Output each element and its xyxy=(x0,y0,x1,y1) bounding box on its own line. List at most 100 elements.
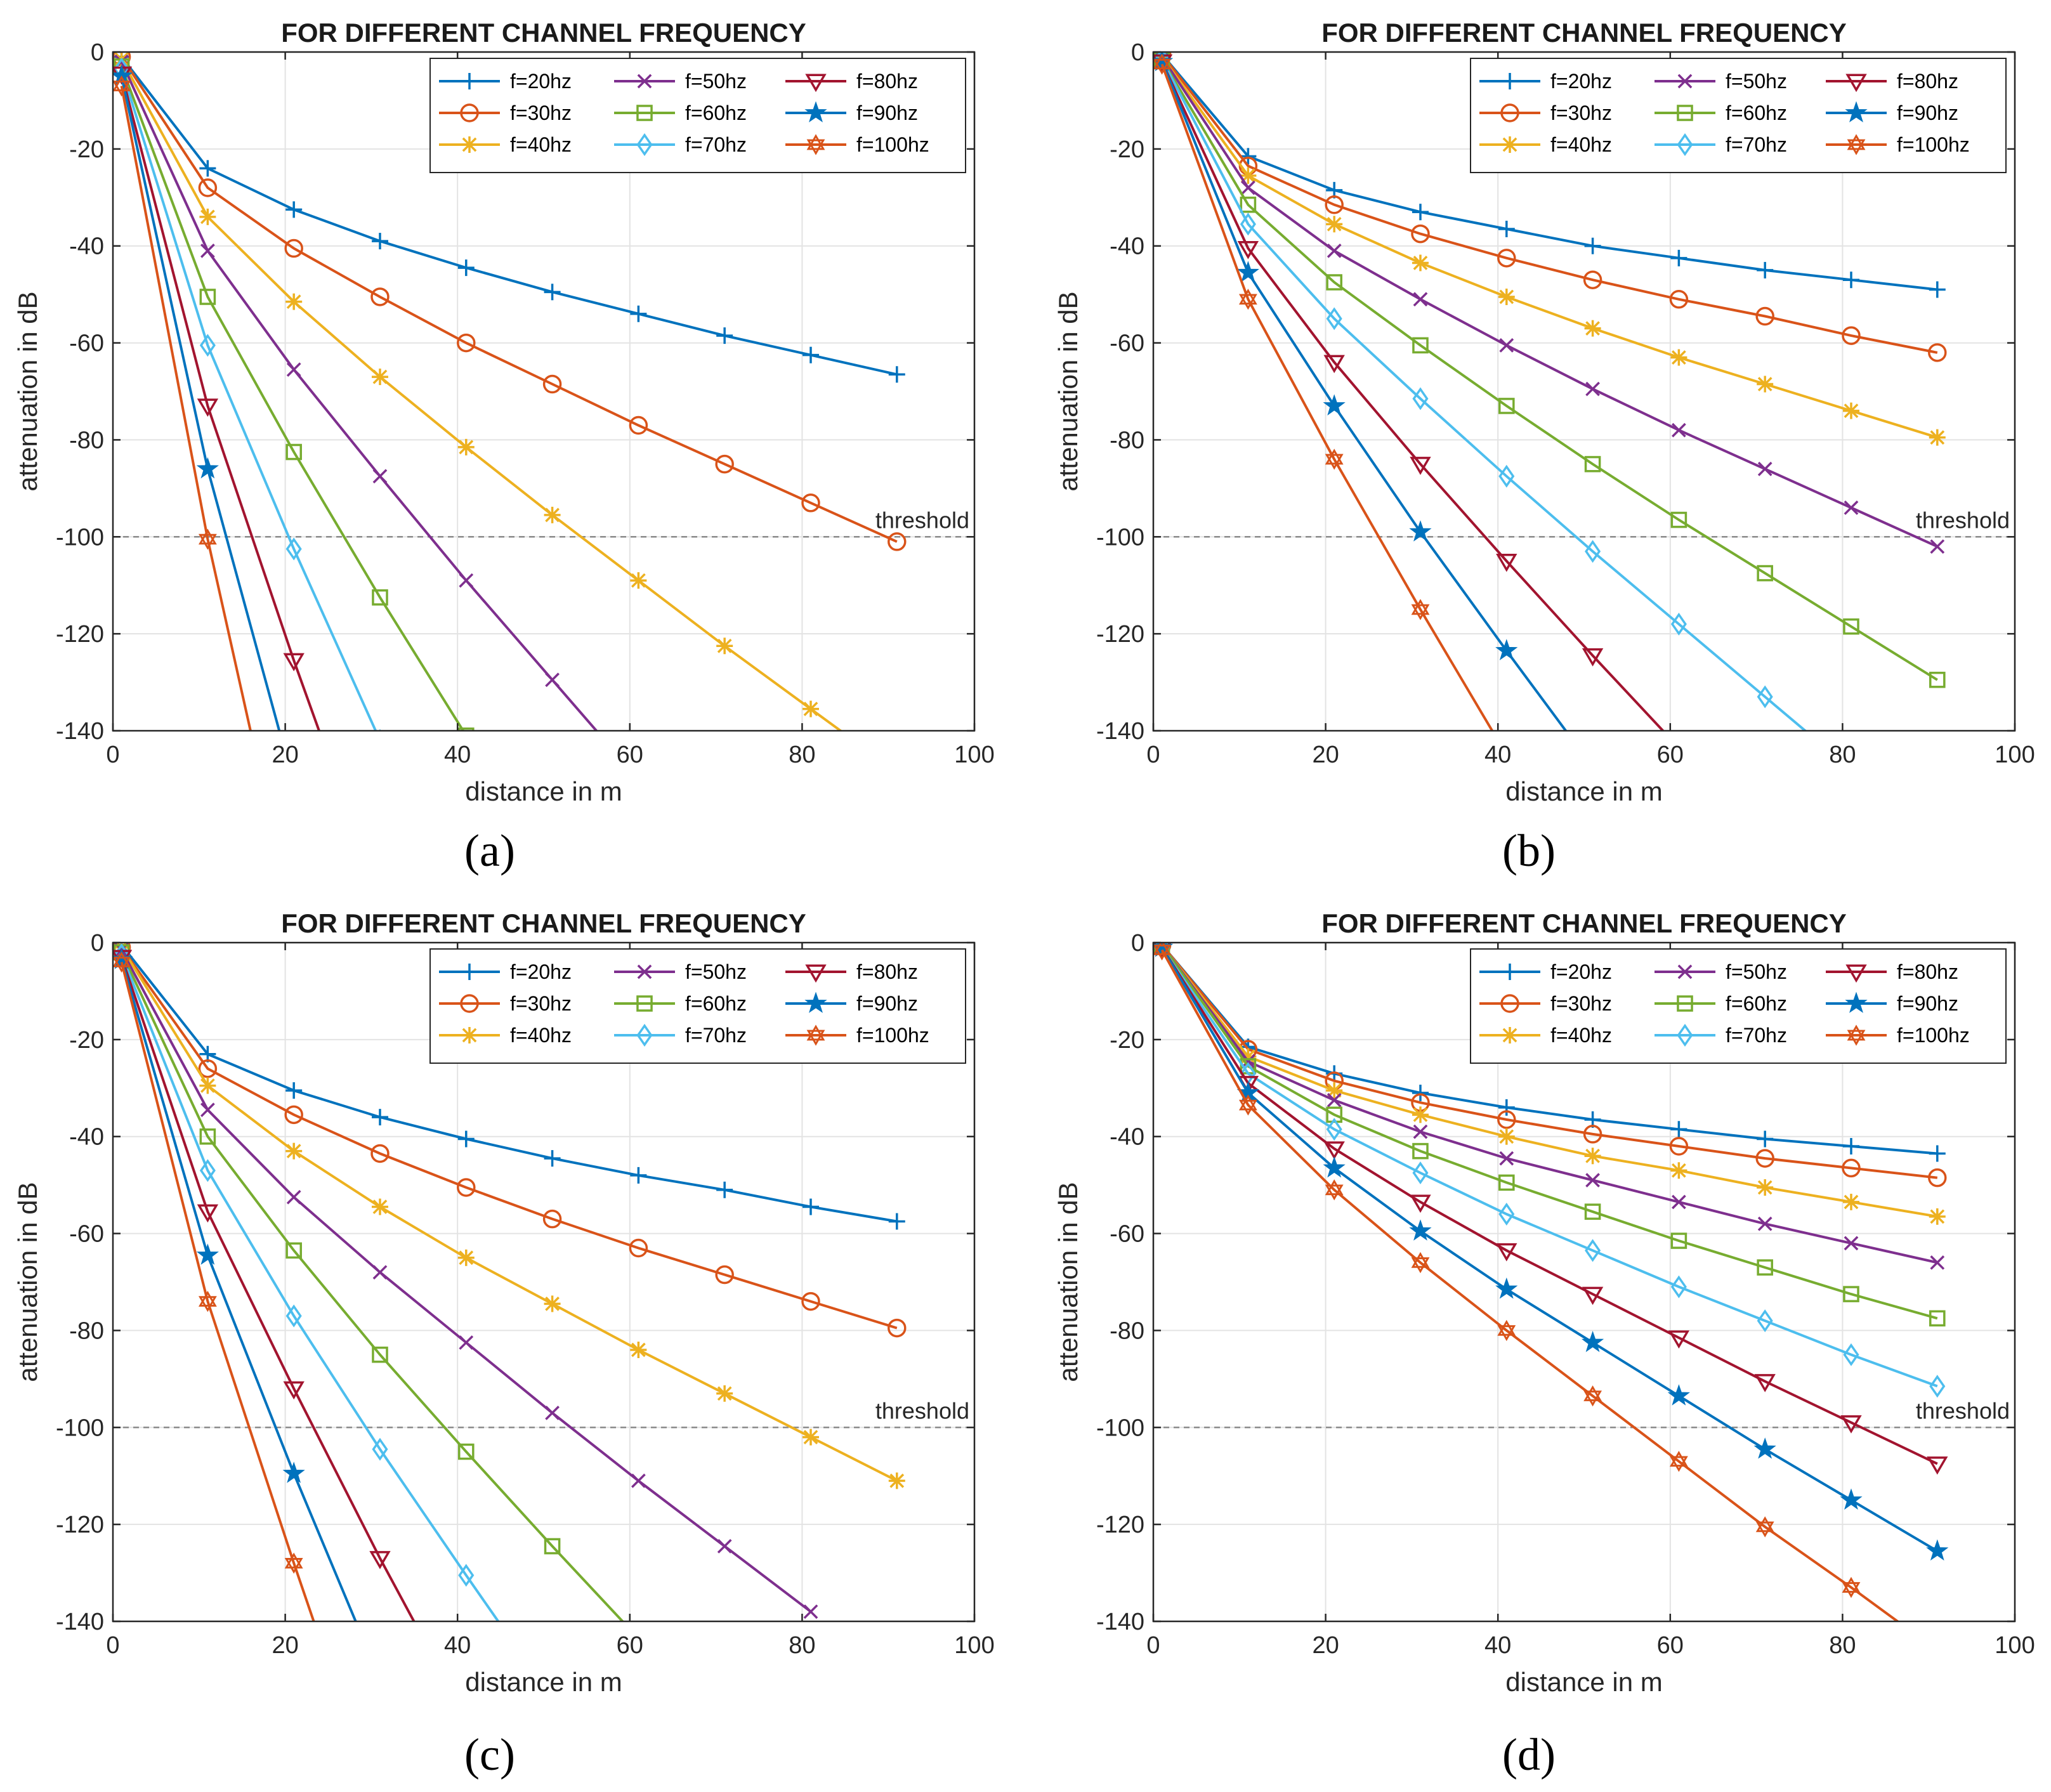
series-line-f-60hz xyxy=(1160,58,1938,681)
data-point-f-20hz xyxy=(371,233,388,250)
legend-label: f=80hz xyxy=(856,960,918,983)
x-tick-label: 60 xyxy=(1657,1632,1684,1659)
data-point-f-70hz xyxy=(1498,464,1515,488)
legend-label: f=60hz xyxy=(685,101,747,124)
data-point-f-100hz xyxy=(198,1290,217,1312)
data-point-f-80hz xyxy=(1754,1374,1776,1392)
legend-marker xyxy=(1677,74,1693,89)
legend-marker xyxy=(1502,73,1518,89)
data-point-f-30hz xyxy=(801,1292,820,1311)
data-point-f-80hz xyxy=(283,1381,305,1400)
x-tick-label: 40 xyxy=(444,1632,471,1659)
legend-marker xyxy=(1845,101,1868,122)
data-point-f-40hz xyxy=(1842,1193,1859,1210)
legend-marker xyxy=(461,1027,478,1043)
data-point-f-60hz xyxy=(544,1538,561,1555)
data-point-f-20hz xyxy=(1670,1121,1687,1138)
y-tick-label: -60 xyxy=(69,1221,104,1248)
legend-item: f=60hz xyxy=(614,101,747,124)
legend-item: f=40hz xyxy=(439,1024,572,1047)
data-point-f-20hz xyxy=(285,1082,303,1099)
data-point-f-60hz xyxy=(1498,1174,1515,1191)
x-tick-label: 20 xyxy=(272,742,298,768)
series-line-f-70hz xyxy=(1160,946,1938,1388)
legend-item: f=100hz xyxy=(1826,133,1970,156)
legend-item: f=60hz xyxy=(1655,101,1787,124)
legend-item: f=50hz xyxy=(614,70,747,93)
data-point-f-40hz xyxy=(716,638,733,655)
data-point-f-60hz xyxy=(1584,455,1601,473)
data-point-f-40hz xyxy=(1670,349,1687,366)
data-point-f-70hz xyxy=(1498,1202,1515,1226)
series-line-f-100hz xyxy=(120,962,315,1621)
data-point-f-80hz xyxy=(1323,355,1345,374)
legend-item: f=30hz xyxy=(1479,992,1612,1015)
y-tick-label: -20 xyxy=(1110,136,1144,163)
data-point-f-70hz xyxy=(1412,1161,1429,1185)
legend-item: f=90hz xyxy=(785,991,918,1015)
data-point-f-30hz xyxy=(1669,290,1689,309)
series-line-f-40hz xyxy=(120,58,843,731)
series-line-f-100hz xyxy=(1160,63,1494,731)
series-line-f-30hz xyxy=(1161,944,1938,1179)
data-point-f-30hz xyxy=(1755,1149,1774,1168)
x-tick-label: 80 xyxy=(789,742,815,768)
data-point-f-60hz xyxy=(1843,618,1859,635)
data-point-f-80hz xyxy=(371,894,388,909)
data-point-f-90hz xyxy=(1495,639,1518,660)
series-line-f-70hz xyxy=(1160,58,1807,731)
data-point-f-20hz xyxy=(630,1167,647,1184)
data-point-f-60hz xyxy=(1929,671,1946,688)
data-point-f-50hz xyxy=(1757,1216,1773,1231)
data-point-f-100hz xyxy=(1497,1319,1516,1342)
data-point-f-100hz xyxy=(1583,1385,1602,1407)
legend-marker xyxy=(1500,994,1519,1013)
data-point-f-50hz xyxy=(631,1473,646,1488)
data-point-f-70hz xyxy=(1929,1375,1946,1398)
legend-label: f=90hz xyxy=(856,992,918,1015)
data-point-f-30hz xyxy=(1842,326,1861,345)
data-point-f-90hz xyxy=(1926,1539,1949,1561)
data-point-f-20hz xyxy=(1929,1145,1946,1162)
legend-item: f=30hz xyxy=(1479,101,1612,124)
y-tick-label: -120 xyxy=(1096,621,1144,648)
y-axis-label: attenuation in dB xyxy=(1053,1182,1083,1382)
legend-marker xyxy=(637,74,652,89)
data-point-f-100hz xyxy=(1153,943,1171,961)
data-point-f-70hz xyxy=(199,334,216,357)
data-point-f-50hz xyxy=(200,243,215,258)
data-point-f-30hz xyxy=(888,1318,907,1338)
y-tick-label: -120 xyxy=(56,1512,104,1538)
legend-item: f=70hz xyxy=(614,1023,747,1047)
data-point-f-60hz xyxy=(372,589,388,606)
data-point-f-80hz xyxy=(197,1204,219,1223)
chart-title: FOR DIFFERENT CHANNEL FREQUENCY xyxy=(1321,908,1847,938)
x-tick-label: 0 xyxy=(1146,742,1160,768)
legend-item: f=80hz xyxy=(1826,70,1958,93)
data-point-f-40hz xyxy=(1326,216,1343,233)
data-point-f-90hz xyxy=(1753,1437,1776,1459)
x-tick-label: 60 xyxy=(617,1632,643,1659)
data-point-f-70hz xyxy=(1326,1118,1342,1141)
data-point-f-50hz xyxy=(1930,539,1945,554)
legend-label: f=20hz xyxy=(1550,70,1612,93)
legend-label: f=60hz xyxy=(1726,101,1787,124)
legend-item: f=60hz xyxy=(614,992,747,1015)
legend-item: f=80hz xyxy=(1826,960,1958,983)
threshold-label: threshold xyxy=(1916,1397,2010,1423)
legend-label: f=50hz xyxy=(1726,70,1787,93)
x-axis-label: distance in m xyxy=(1505,1667,1662,1697)
legend-marker xyxy=(804,101,827,122)
data-point-f-60hz xyxy=(1412,1142,1429,1160)
data-point-f-60hz xyxy=(1498,398,1515,414)
x-tick-label: 0 xyxy=(106,742,119,768)
legend-marker xyxy=(1502,964,1518,980)
series-line-f-90hz xyxy=(1160,946,1938,1552)
x-tick-label: 40 xyxy=(444,742,471,768)
data-point-f-20hz xyxy=(1584,237,1601,254)
data-point-f-40hz xyxy=(1498,288,1515,305)
data-point-f-90hz xyxy=(1236,261,1259,282)
data-point-f-30hz xyxy=(801,494,820,513)
data-point-f-100hz xyxy=(1669,1451,1688,1472)
data-point-f-40hz xyxy=(199,208,216,225)
